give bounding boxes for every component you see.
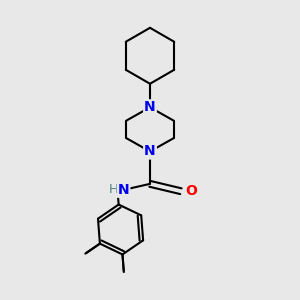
Text: N: N	[144, 100, 156, 114]
Text: N: N	[118, 183, 129, 197]
Text: N: N	[144, 145, 156, 158]
Text: H: H	[109, 183, 118, 196]
Text: O: O	[185, 184, 197, 198]
